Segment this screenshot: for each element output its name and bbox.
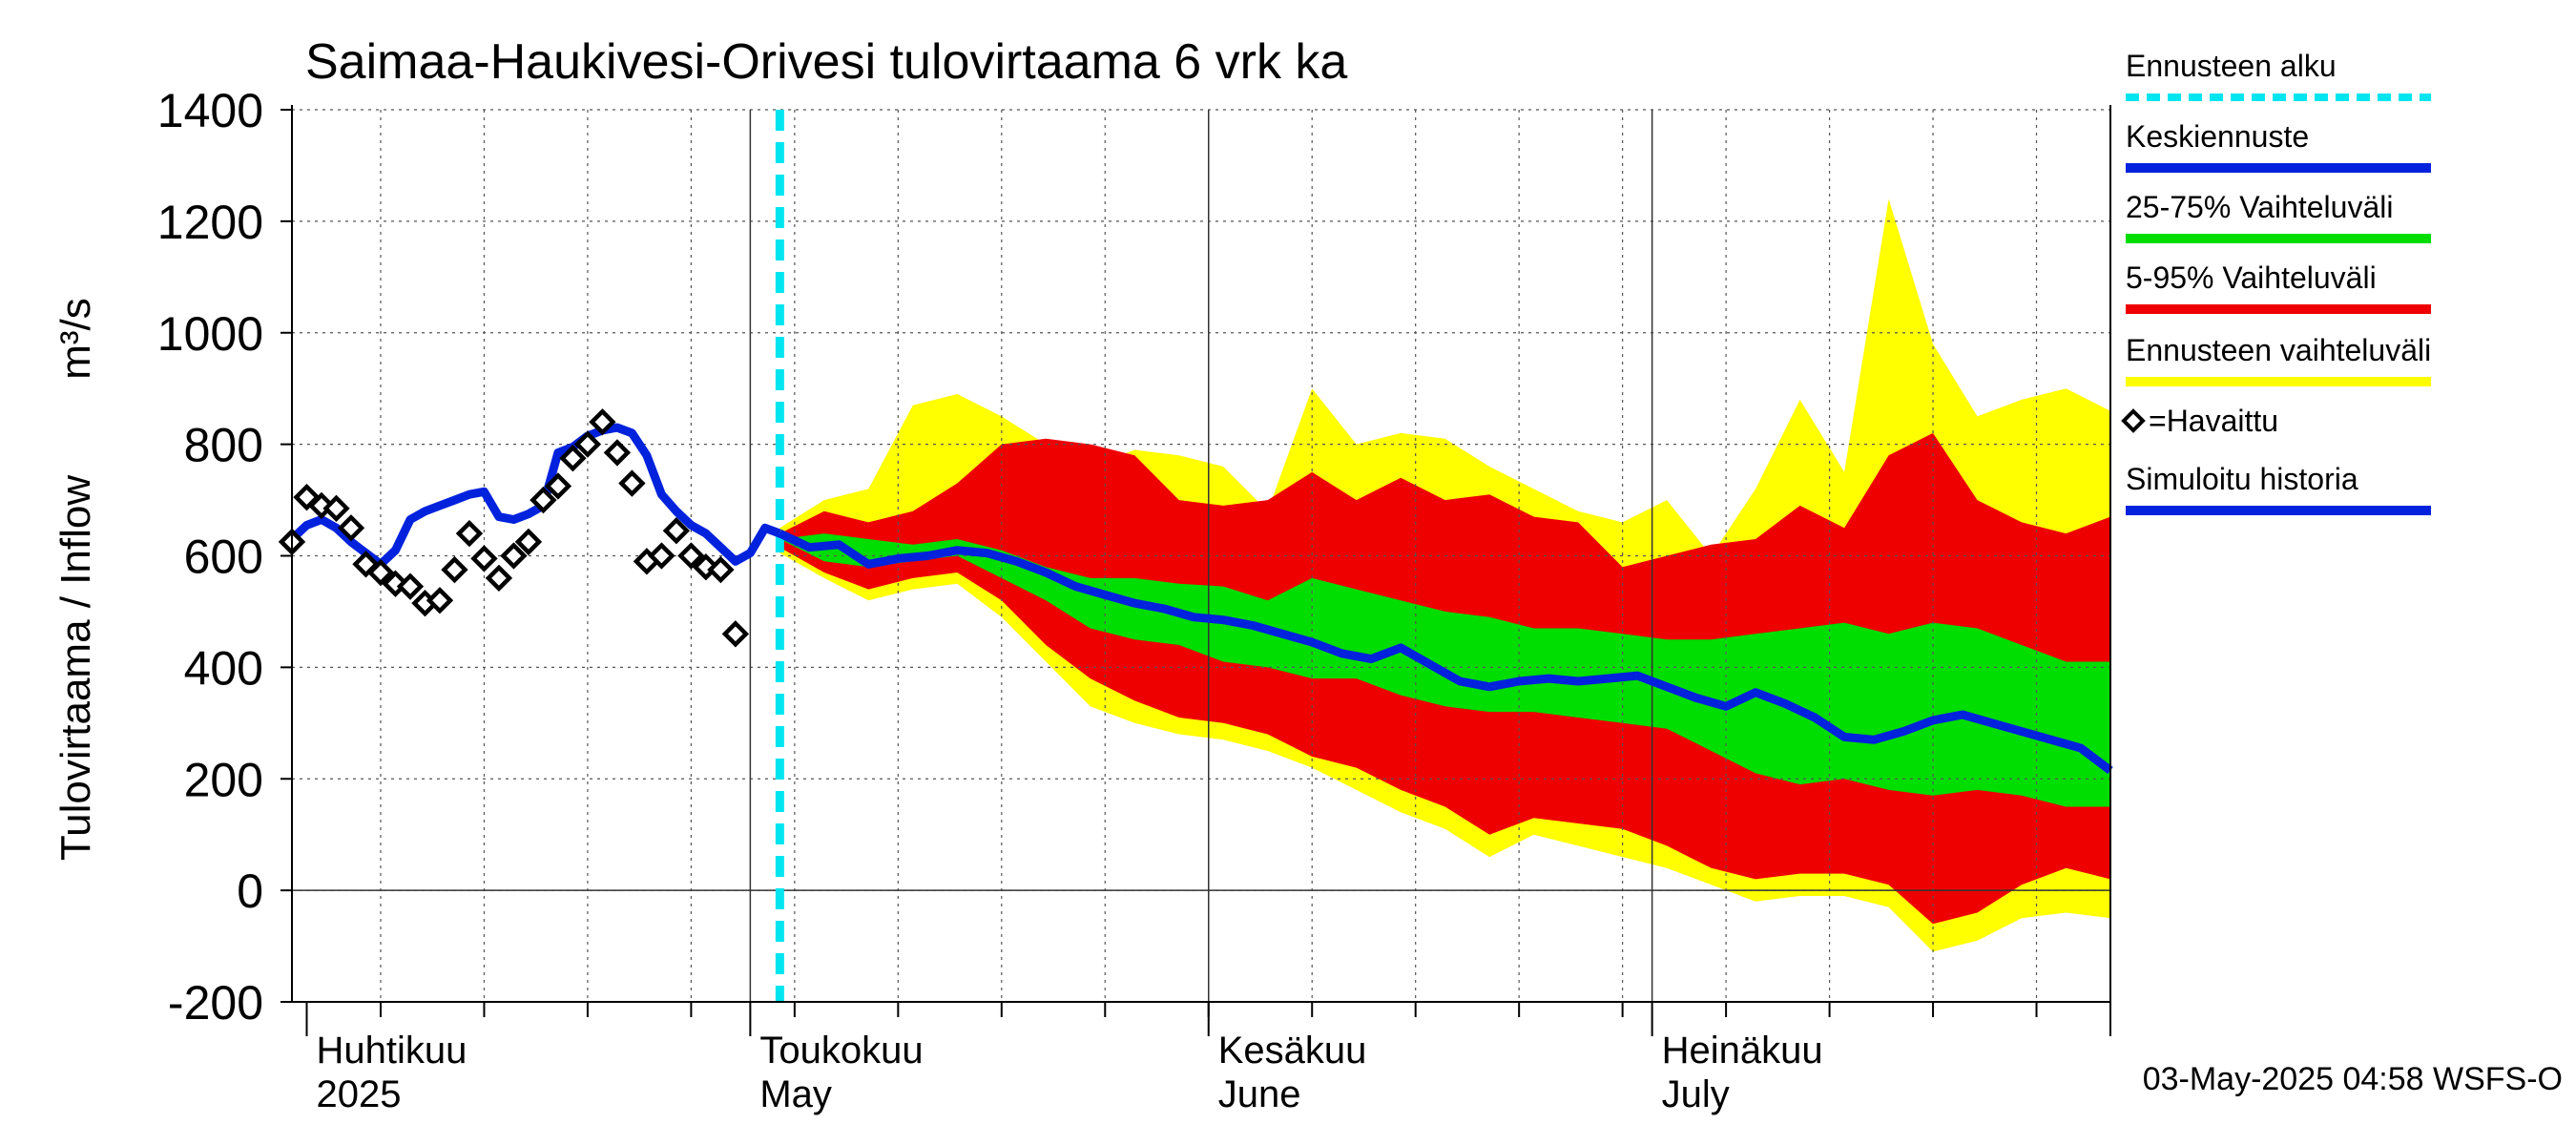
y-tick-label: 1400 <box>157 84 263 137</box>
axes: -200 0 200 400 600 800 1000 1200 1400 Huhtikuu202… <box>157 84 2111 1115</box>
observed-point <box>648 542 675 570</box>
y-tick-label: -200 <box>168 976 263 1030</box>
observed-point <box>707 555 735 584</box>
observed-point <box>618 469 646 497</box>
observed-point <box>366 558 395 587</box>
y-tick-label: 1000 <box>157 307 263 361</box>
observed-point <box>530 486 557 514</box>
observed-point <box>322 494 350 523</box>
x-month-label: Huhtikuu <box>316 1030 467 1072</box>
footer-timestamp: 03-May-2025 04:58 WSFS-O <box>2143 1061 2563 1097</box>
x-month-sublabel: July <box>1662 1073 1730 1115</box>
y-tick-label: 200 <box>184 753 263 806</box>
y-axis-unit: m³/s <box>52 298 99 380</box>
observed-point <box>589 408 616 436</box>
series-line-median-forecast <box>778 530 2113 775</box>
x-month-sublabel: June <box>1218 1073 1301 1115</box>
x-month-label: Kesäkuu <box>1218 1030 1367 1072</box>
y-tick-label: 0 <box>237 864 263 918</box>
observed-point <box>426 587 454 614</box>
legend-label: 5-95% Vaihteluväli <box>2126 260 2377 295</box>
observed-point <box>559 445 587 472</box>
observed-point <box>662 517 691 545</box>
forecast-bands <box>779 198 2110 952</box>
observed-point <box>721 620 750 648</box>
observed-point <box>500 542 528 570</box>
legend: Ennusteen alku Keskiennuste 25-75% Vaihtel… <box>2121 49 2431 515</box>
x-month-sublabel: 2025 <box>316 1073 401 1115</box>
y-tick-label: 400 <box>184 641 263 695</box>
legend-label: =Havaittu <box>2149 404 2278 438</box>
y-axis-label: Tulovirtaama / Inflow <box>52 475 99 862</box>
y-tick-label: 600 <box>184 531 263 584</box>
observed-point <box>485 564 513 593</box>
observed-point <box>544 472 572 500</box>
legend-label: Simuloitu historia <box>2126 462 2358 496</box>
observed-point <box>441 555 468 584</box>
observed-point <box>470 545 498 572</box>
legend-label: Keskiennuste <box>2126 119 2309 154</box>
observed-markers <box>278 408 750 648</box>
observed-point <box>337 514 365 542</box>
chart-title: Saimaa-Haukivesi-Orivesi tulovirtaama 6 … <box>305 34 1347 90</box>
legend-label: Ennusteen alku <box>2126 49 2337 83</box>
observed-point <box>573 430 602 458</box>
legend-label: 25-75% Vaihteluväli <box>2126 190 2393 224</box>
observed-point <box>603 439 632 467</box>
y-tick-label: 1200 <box>157 196 263 249</box>
legend-label: Ennusteen vaihteluväli <box>2126 333 2431 367</box>
x-month-label: Toukokuu <box>759 1030 923 1072</box>
x-month-sublabel: May <box>759 1073 832 1115</box>
legend-marker <box>2121 408 2146 433</box>
observed-point <box>677 542 705 570</box>
y-tick-label: 800 <box>184 419 263 472</box>
observed-point <box>514 528 543 556</box>
x-month-label: Heinäkuu <box>1662 1030 1823 1072</box>
observed-point <box>396 572 425 600</box>
observed-point <box>455 519 484 548</box>
